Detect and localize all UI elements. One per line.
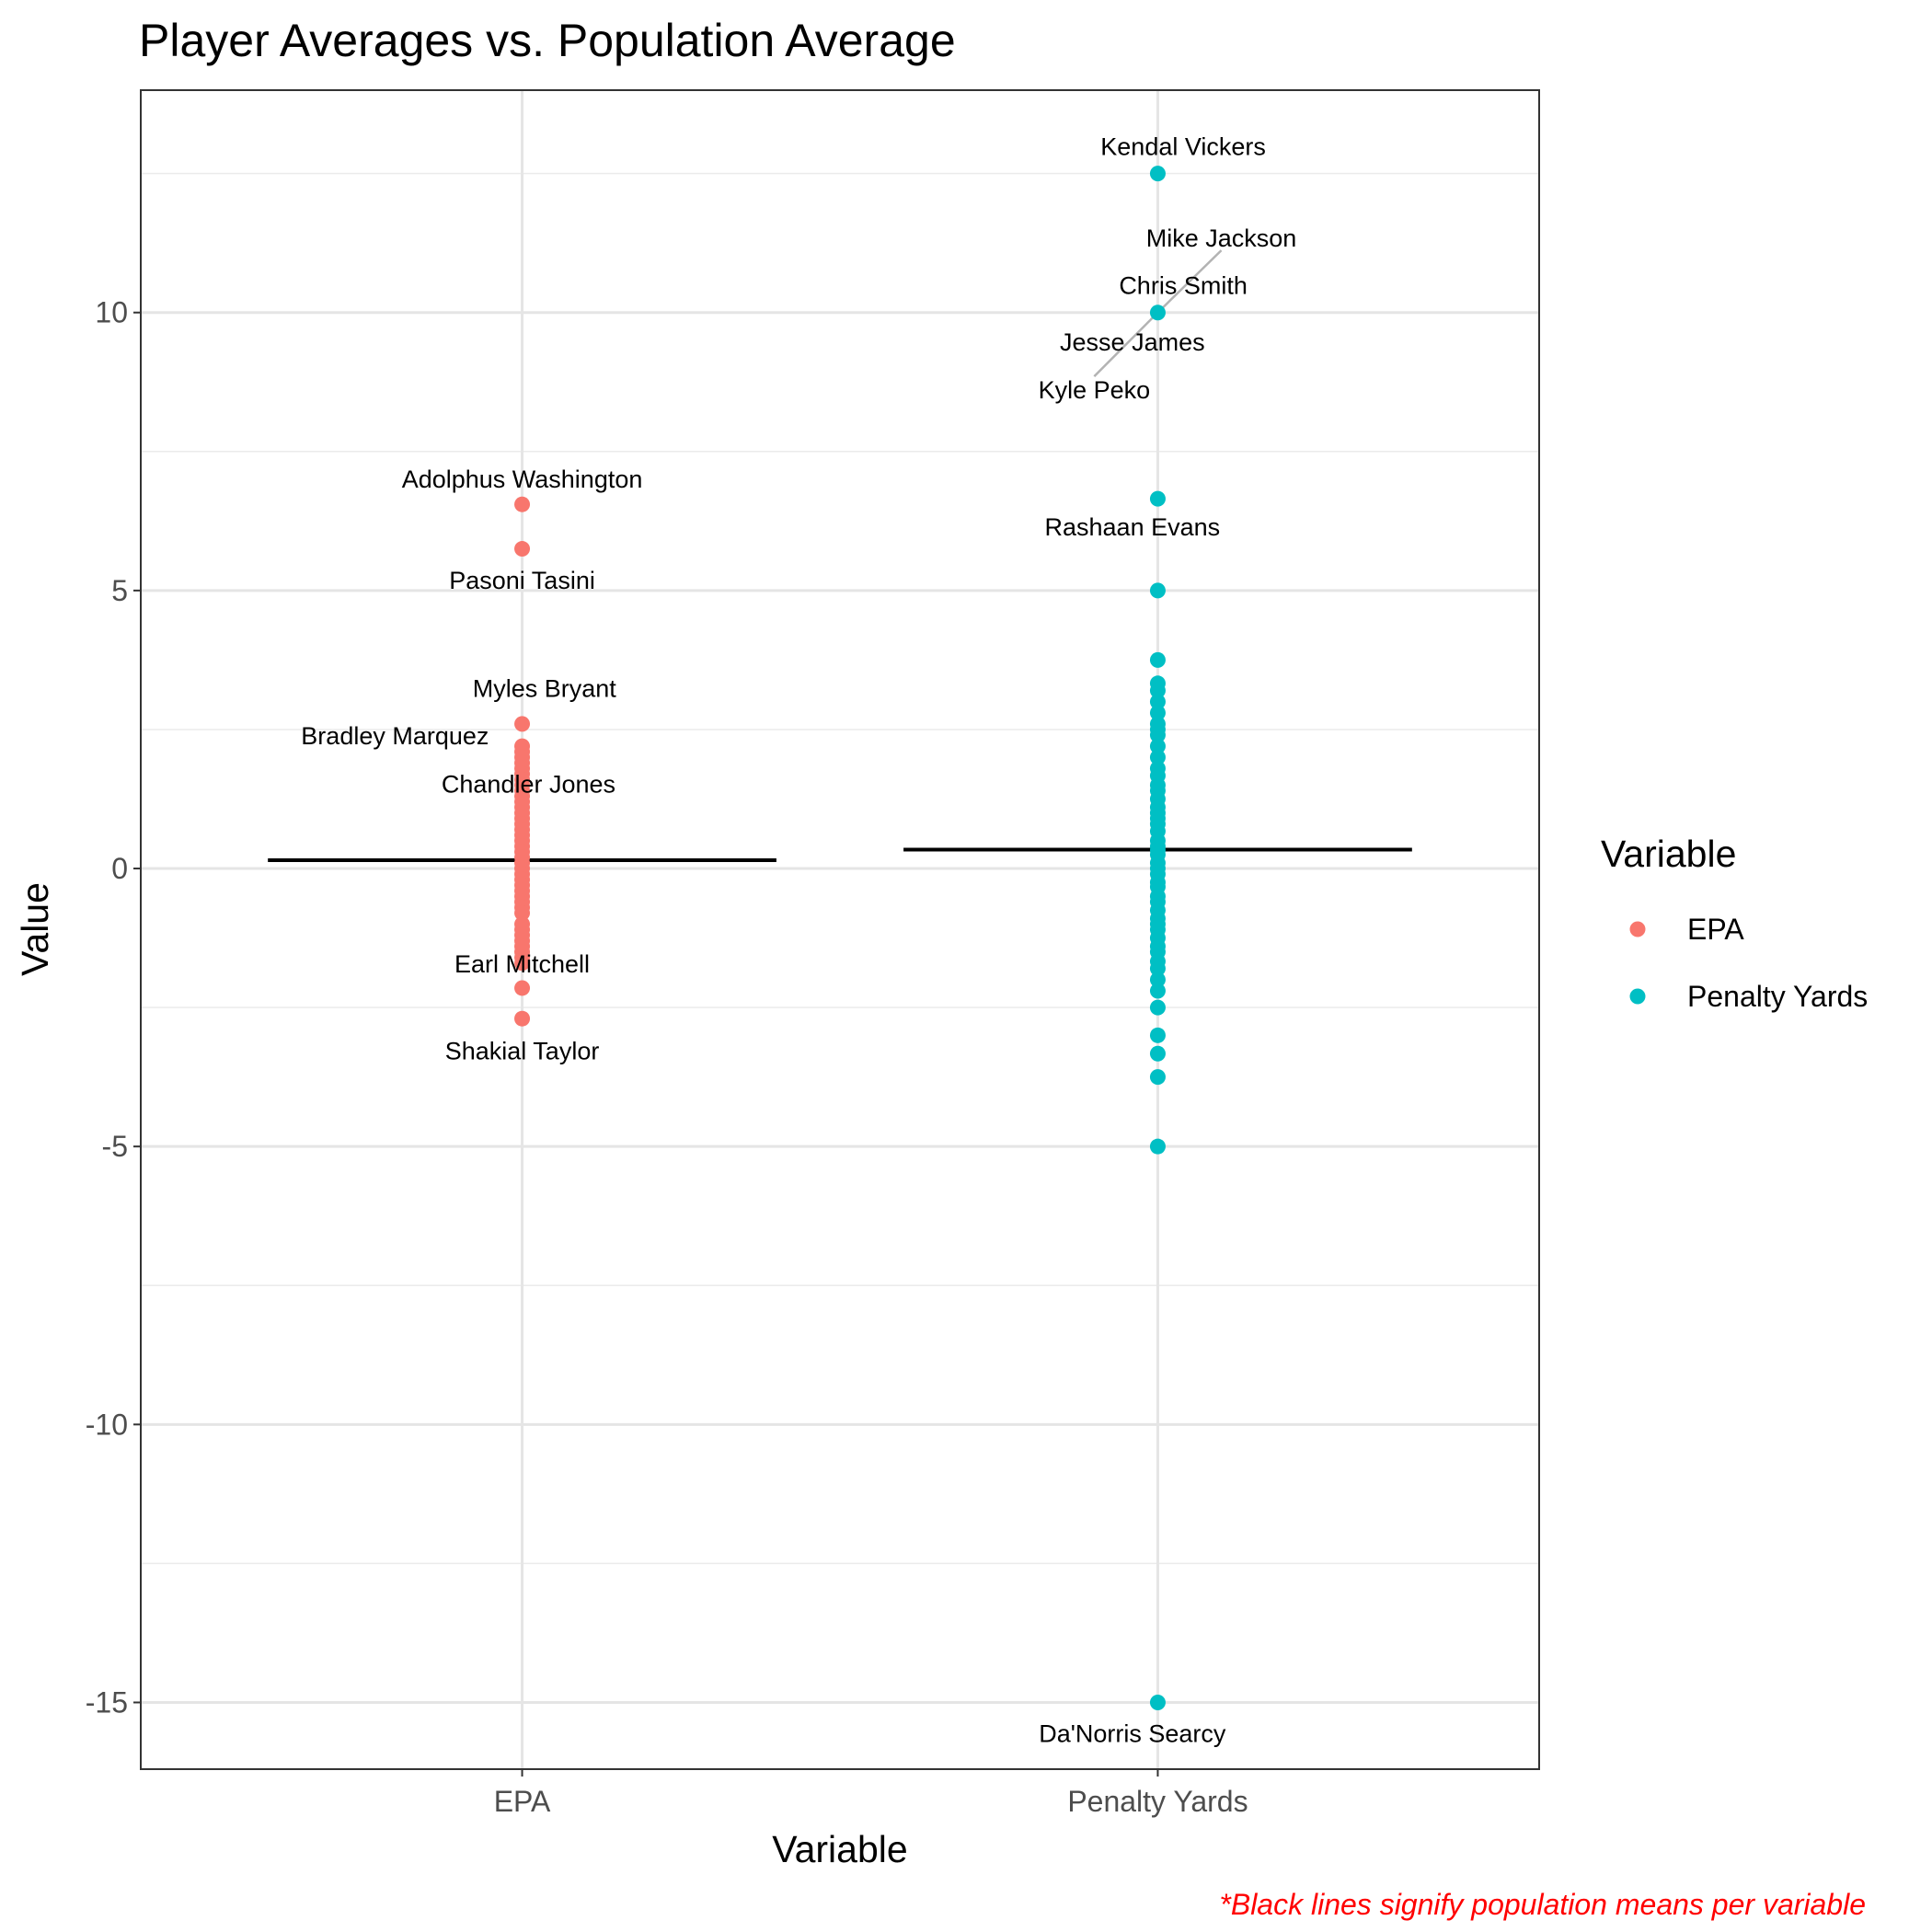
leader-lines bbox=[1093, 249, 1223, 377]
data-point bbox=[1149, 972, 1166, 988]
point-label: Pasoni Tasini bbox=[449, 567, 595, 594]
data-point bbox=[1149, 738, 1166, 754]
data-point bbox=[1149, 694, 1166, 710]
grid-minor bbox=[141, 172, 1539, 1565]
data-point bbox=[1149, 999, 1166, 1016]
data-point bbox=[514, 980, 531, 996]
y-tick-label: 10 bbox=[95, 296, 128, 329]
data-point bbox=[514, 541, 531, 558]
data-point bbox=[514, 496, 531, 512]
grid-major bbox=[141, 90, 1539, 1769]
point-label: Earl Mitchell bbox=[454, 950, 590, 978]
y-tick-label: -10 bbox=[86, 1408, 128, 1441]
point-label: Da'Norris Searcy bbox=[1039, 1720, 1226, 1748]
point-label: Rashaan Evans bbox=[1045, 513, 1221, 541]
legend-key bbox=[1629, 921, 1646, 937]
x-tick-label: EPA bbox=[494, 1785, 551, 1818]
data-point bbox=[514, 716, 531, 732]
data-point bbox=[1149, 1027, 1166, 1043]
legend-label: EPA bbox=[1687, 913, 1744, 946]
x-axis-title: Variable bbox=[772, 1828, 907, 1870]
point-labels: Adolphus Washington Pasoni Tasini Myles Br… bbox=[301, 132, 1296, 1747]
data-points bbox=[514, 166, 1166, 1710]
data-point bbox=[1149, 490, 1166, 507]
x-tick-label: Penalty Yards bbox=[1067, 1785, 1248, 1818]
data-point bbox=[514, 1010, 531, 1027]
data-point bbox=[514, 955, 531, 972]
point-label: Kyle Peko bbox=[1039, 376, 1151, 404]
y-tick-label: -15 bbox=[86, 1685, 128, 1719]
point-label: Chris Smith bbox=[1119, 272, 1248, 300]
data-point bbox=[1149, 305, 1166, 321]
y-axis-ticks: 10 5 0 -5 -10 -15 bbox=[86, 296, 141, 1719]
data-point bbox=[1149, 582, 1166, 599]
data-point bbox=[1149, 166, 1166, 182]
y-axis-title: Value bbox=[14, 882, 56, 976]
x-axis-ticks: EPA Penalty Yards bbox=[494, 1769, 1248, 1818]
data-point bbox=[1149, 983, 1166, 999]
mean-lines bbox=[268, 847, 1412, 862]
legend-title: Variable bbox=[1601, 833, 1736, 875]
plot-panel-border bbox=[140, 89, 1540, 1770]
legend-entries: EPA Penalty Yards bbox=[1629, 913, 1868, 1013]
data-point bbox=[1149, 1694, 1166, 1710]
label-leader-line bbox=[1093, 311, 1159, 377]
chart-caption: *Black lines signify population means pe… bbox=[1219, 1888, 1866, 1921]
point-label: Jesse James bbox=[1060, 328, 1205, 356]
legend-key bbox=[1629, 988, 1646, 1005]
data-point bbox=[1149, 1138, 1166, 1155]
data-point bbox=[514, 904, 531, 921]
legend-label: Penalty Yards bbox=[1687, 980, 1868, 1013]
y-tick-label: 0 bbox=[111, 852, 128, 885]
label-leader-line bbox=[1156, 249, 1223, 314]
chart-title: Player Averages vs. Population Average bbox=[139, 15, 956, 66]
legend: Variable EPA Penalty Yards bbox=[1601, 833, 1868, 1013]
data-point bbox=[1149, 705, 1166, 721]
point-label: Myles Bryant bbox=[473, 675, 617, 703]
point-label: Adolphus Washington bbox=[402, 466, 643, 493]
data-point bbox=[1149, 683, 1166, 699]
data-point bbox=[1149, 651, 1166, 668]
point-label: Chandler Jones bbox=[442, 771, 615, 799]
y-tick-label: 5 bbox=[111, 574, 128, 607]
point-label: Bradley Marquez bbox=[301, 722, 489, 750]
y-tick-label: -5 bbox=[102, 1130, 128, 1163]
data-point bbox=[1149, 960, 1166, 977]
point-label: Kendal Vickers bbox=[1100, 132, 1266, 160]
point-label: Shakial Taylor bbox=[445, 1038, 600, 1065]
point-label: Mike Jackson bbox=[1146, 224, 1297, 252]
data-point bbox=[1149, 727, 1166, 743]
data-point bbox=[1149, 1045, 1166, 1062]
data-point bbox=[1149, 749, 1166, 765]
data-point bbox=[1149, 1069, 1166, 1086]
